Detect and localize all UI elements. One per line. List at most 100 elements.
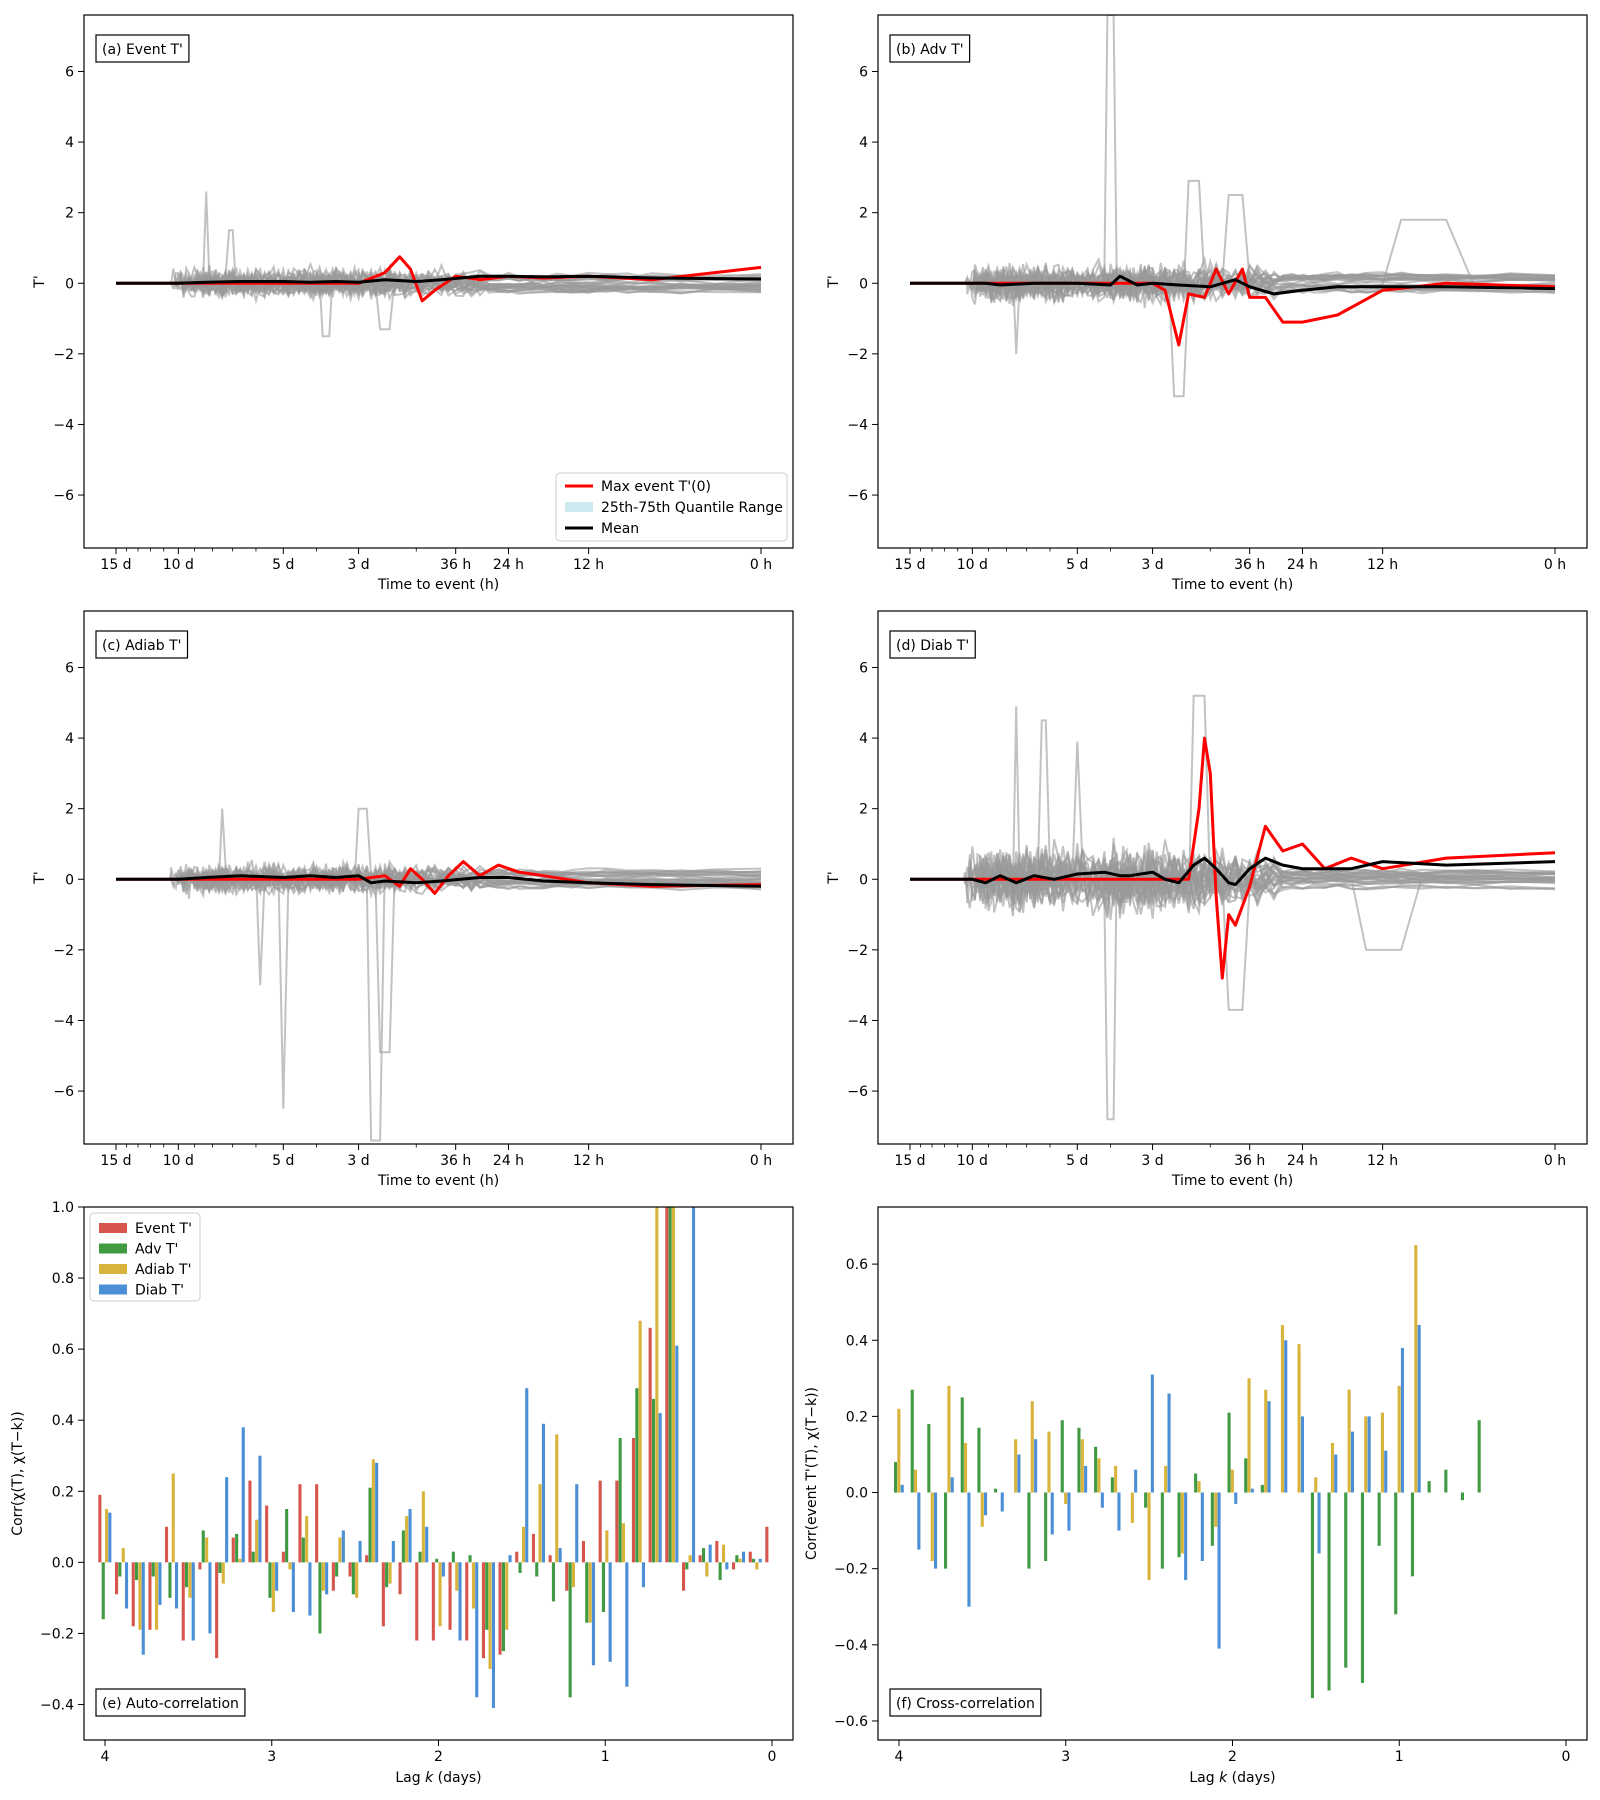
x-tick-label: 12 h bbox=[573, 1153, 604, 1169]
bar-event-t bbox=[465, 1562, 469, 1641]
bar-adiab-t bbox=[488, 1562, 492, 1669]
x-tick-label: 3 bbox=[267, 1749, 276, 1765]
y-tick-label: 0 bbox=[859, 276, 868, 292]
x-tick-label: 2 bbox=[1228, 1749, 1237, 1765]
bar-event-t bbox=[298, 1484, 302, 1563]
x-tick-label: 0 h bbox=[1544, 557, 1566, 573]
bar-adiab-t bbox=[1314, 1477, 1318, 1493]
y-tick-label: −2 bbox=[847, 943, 868, 959]
bar-adv-t bbox=[702, 1548, 706, 1563]
bar-diab-t bbox=[1150, 1374, 1154, 1493]
bar-diab-t bbox=[675, 1345, 679, 1563]
bar-event-t bbox=[715, 1541, 719, 1563]
panel-label-box bbox=[95, 1688, 246, 1717]
plot-area bbox=[98, 1207, 769, 1708]
bar-diab-t bbox=[341, 1530, 345, 1563]
bar-adv-t bbox=[1377, 1492, 1381, 1546]
bar-diab-t bbox=[917, 1492, 921, 1550]
panel-adiabatic-temperature: −6 −4 −2 0 2 4 6 15 d 10 d 5 d 3 d 36 h 24 h 12 h 0 h T… bbox=[32, 610, 794, 1189]
bar-diab-t bbox=[625, 1562, 629, 1687]
y-tick-label: −4 bbox=[53, 417, 74, 433]
bar-diab-t bbox=[408, 1509, 412, 1563]
x-tick-label: 3 d bbox=[1141, 1153, 1163, 1169]
bar-diab-t bbox=[1000, 1492, 1004, 1512]
bar-diab-t bbox=[491, 1562, 495, 1708]
bar-adv-t bbox=[335, 1562, 339, 1577]
legend-swatch bbox=[99, 1284, 127, 1295]
bar-diab-t bbox=[541, 1423, 545, 1563]
bar-event-t bbox=[565, 1562, 569, 1591]
bar-adv-t bbox=[1477, 1420, 1481, 1493]
bar-adv-t bbox=[235, 1533, 239, 1563]
bar-adv-t bbox=[685, 1562, 689, 1570]
bar-diab-t bbox=[1400, 1347, 1404, 1493]
bar-adiab-t bbox=[964, 1443, 968, 1493]
bar-adv-t bbox=[752, 1558, 756, 1563]
bar-diab-t bbox=[934, 1492, 938, 1569]
panel-label-box bbox=[889, 34, 971, 63]
bar-diab-t bbox=[967, 1492, 971, 1607]
bar-event-t bbox=[481, 1562, 485, 1659]
bar-diab-t bbox=[1417, 1325, 1421, 1493]
bar-event-t bbox=[581, 1541, 585, 1563]
x-tick-label: 36 h bbox=[1234, 1153, 1265, 1169]
x-tick-label: 3 d bbox=[347, 557, 369, 573]
max-event-line bbox=[910, 736, 1556, 980]
bar-event-t bbox=[415, 1562, 419, 1641]
bar-diab-t bbox=[575, 1484, 579, 1563]
bar-adv-t bbox=[401, 1530, 405, 1563]
y-tick-label: −4 bbox=[847, 1013, 868, 1029]
bar-adiab-t bbox=[1164, 1465, 1168, 1493]
bar-adv-t bbox=[418, 1551, 422, 1563]
bar-adiab-t bbox=[1214, 1492, 1218, 1527]
y-tick-label: 2 bbox=[65, 802, 74, 818]
bar-diab-t bbox=[358, 1541, 362, 1563]
bar-diab-t bbox=[1134, 1469, 1138, 1493]
bar-adv-t bbox=[894, 1462, 898, 1493]
plot-area bbox=[910, 15, 1556, 398]
y-tick-label: −0.4 bbox=[834, 1638, 868, 1654]
bar-diab-t bbox=[708, 1544, 712, 1563]
bar-adv-t bbox=[135, 1562, 139, 1581]
bar-adv-t bbox=[385, 1562, 389, 1588]
bar-adv-t bbox=[435, 1558, 439, 1563]
bar-adv-t bbox=[1177, 1492, 1181, 1558]
bar-diab-t bbox=[608, 1562, 612, 1662]
bar-adiab-t bbox=[1247, 1378, 1251, 1493]
bar-diab-t bbox=[900, 1484, 904, 1493]
bar-diab-t bbox=[1267, 1401, 1271, 1493]
bar-adv-t bbox=[1210, 1492, 1214, 1546]
bar-adv-t bbox=[1394, 1492, 1398, 1615]
bar-adiab-t bbox=[1114, 1465, 1118, 1493]
legend-label: Adv T' bbox=[135, 1242, 178, 1258]
bar-adv-t bbox=[1094, 1446, 1098, 1493]
bar-diab-t bbox=[241, 1427, 245, 1563]
bar-event-t bbox=[165, 1526, 169, 1563]
y-tick-label: 6 bbox=[65, 64, 74, 80]
bar-event-t bbox=[748, 1551, 752, 1563]
legend-swatch bbox=[99, 1243, 127, 1254]
bar-adiab-t bbox=[1347, 1389, 1351, 1493]
bar-diab-t bbox=[1050, 1492, 1054, 1535]
bar-diab-t bbox=[191, 1562, 195, 1641]
bar-diab-t bbox=[258, 1455, 262, 1563]
plot-area bbox=[116, 191, 762, 338]
bar-adiab-t bbox=[405, 1516, 409, 1563]
plot-area bbox=[894, 1245, 1481, 1699]
bar-diab-t bbox=[1334, 1454, 1338, 1493]
bar-diab-t bbox=[1384, 1450, 1388, 1493]
x-tick-label: 24 h bbox=[493, 557, 524, 573]
bar-adiab-t bbox=[1130, 1492, 1134, 1523]
bar-adv-t bbox=[201, 1530, 205, 1563]
bar-diab-t bbox=[742, 1551, 746, 1563]
bar-event-t bbox=[248, 1480, 252, 1563]
bar-adiab-t bbox=[555, 1434, 559, 1563]
bar-adv-t bbox=[910, 1389, 914, 1493]
y-tick-label: −6 bbox=[53, 1084, 74, 1100]
y-tick-label: 4 bbox=[65, 731, 74, 747]
x-tick-label: 2 bbox=[434, 1749, 443, 1765]
bar-adiab-t bbox=[1064, 1492, 1068, 1504]
x-tick-label: 36 h bbox=[440, 557, 471, 573]
bar-adiab-t bbox=[688, 1555, 692, 1563]
bar-adv-t bbox=[1327, 1492, 1331, 1691]
